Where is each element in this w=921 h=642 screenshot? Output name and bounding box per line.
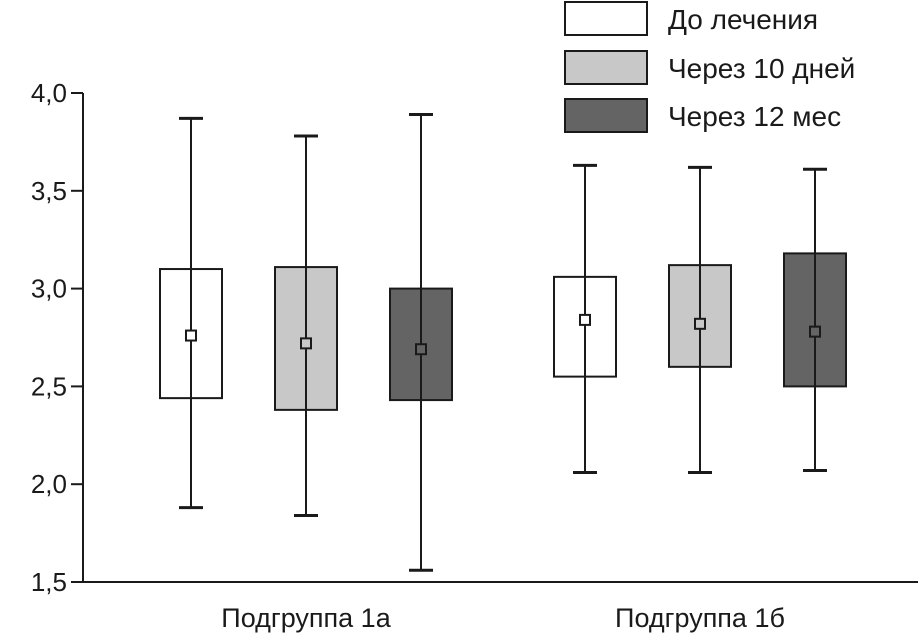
center-marker — [694, 317, 706, 330]
y-tick-label: 3,0 — [31, 274, 67, 304]
category-label: Подгруппа 1а — [221, 603, 391, 633]
y-tick-label: 2,0 — [31, 469, 67, 499]
box-2-group-2 — [668, 165, 732, 474]
center-marker — [415, 343, 427, 356]
box-2-group-1 — [274, 134, 338, 517]
y-tick-label: 4,0 — [31, 78, 67, 108]
legend-label: Через 10 дней — [668, 53, 855, 84]
center-marker — [185, 329, 197, 342]
center-marker — [300, 337, 312, 350]
axes: 1,5 2,0 2,5 3,0 3,5 4,0 Подгруппа 1а Подгруппа … — [31, 78, 918, 633]
box-3-group-2 — [783, 167, 847, 473]
legend-label: До лечения — [668, 4, 818, 35]
legend-label: Через 12 мес — [668, 101, 841, 132]
legend: До лечения Через 10 дней Через 12 мес — [564, 1, 855, 133]
center-marker — [809, 325, 821, 338]
legend-swatch — [564, 98, 648, 133]
legend-swatch — [564, 50, 648, 85]
box-1-group-1 — [159, 116, 223, 510]
legend-swatch — [564, 1, 648, 36]
box-3-group-1 — [389, 113, 453, 572]
y-tick-label: 1,5 — [31, 567, 67, 597]
box-1-group-2 — [553, 163, 617, 474]
center-marker — [579, 313, 591, 326]
box-series — [159, 113, 847, 572]
y-tick-label: 2,5 — [31, 371, 67, 401]
category-label: Подгруппа 1б — [615, 603, 785, 633]
y-tick-label: 3,5 — [31, 176, 67, 206]
